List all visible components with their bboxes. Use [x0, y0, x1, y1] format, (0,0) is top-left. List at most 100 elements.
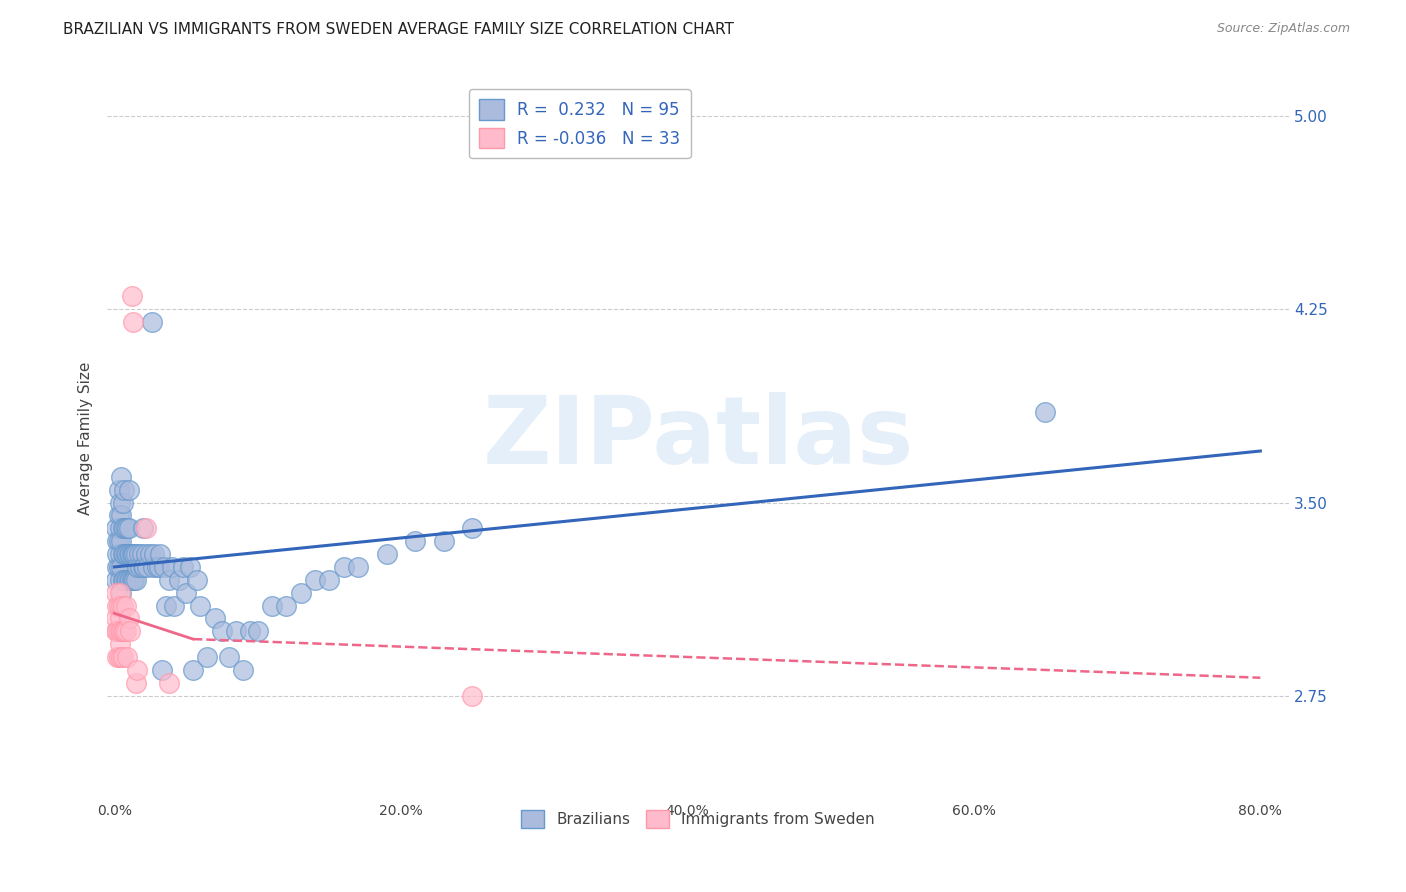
Point — [129, 560, 152, 574]
Point — [111, 599, 134, 613]
Point — [117, 521, 139, 535]
Point — [110, 560, 132, 574]
Point — [174, 585, 197, 599]
Point — [105, 560, 128, 574]
Point — [108, 611, 131, 625]
Point — [110, 624, 132, 639]
Point — [276, 599, 298, 613]
Point — [404, 534, 426, 549]
Point — [149, 547, 172, 561]
Point — [110, 624, 132, 639]
Point — [167, 573, 190, 587]
Point — [186, 573, 208, 587]
Point — [290, 585, 312, 599]
Point — [105, 624, 128, 639]
Point — [246, 624, 269, 639]
Point — [107, 560, 129, 574]
Point — [108, 637, 131, 651]
Point — [433, 534, 456, 549]
Point — [153, 560, 176, 574]
Point — [111, 650, 134, 665]
Point — [122, 315, 145, 329]
Point — [125, 573, 148, 587]
Point — [260, 599, 283, 613]
Point — [318, 573, 340, 587]
Point — [104, 521, 127, 535]
Point — [211, 624, 233, 639]
Point — [218, 650, 240, 665]
Point — [104, 624, 127, 639]
Point — [150, 663, 173, 677]
Point — [117, 573, 139, 587]
Point — [232, 663, 254, 677]
Point — [111, 521, 134, 535]
Point — [142, 560, 165, 574]
Point — [114, 573, 136, 587]
Point — [146, 560, 169, 574]
Point — [139, 547, 162, 561]
Point — [104, 585, 127, 599]
Point — [204, 611, 226, 625]
Point — [105, 599, 128, 613]
Point — [461, 689, 484, 703]
Point — [197, 650, 219, 665]
Point — [121, 573, 143, 587]
Point — [132, 560, 155, 574]
Point — [107, 599, 129, 613]
Point — [125, 676, 148, 690]
Point — [163, 599, 186, 613]
Point — [112, 624, 135, 639]
Point — [117, 547, 139, 561]
Point — [107, 624, 129, 639]
Point — [120, 624, 142, 639]
Point — [128, 547, 150, 561]
Point — [107, 650, 129, 665]
Point — [114, 624, 136, 639]
Point — [157, 676, 180, 690]
Point — [239, 624, 262, 639]
Point — [131, 547, 153, 561]
Point — [155, 599, 177, 613]
Point — [134, 560, 156, 574]
Point — [225, 624, 247, 639]
Point — [114, 521, 136, 535]
Point — [110, 599, 132, 613]
Point — [107, 534, 129, 549]
Point — [115, 573, 138, 587]
Point — [112, 573, 135, 587]
Point — [108, 585, 131, 599]
Y-axis label: Average Family Size: Average Family Size — [79, 361, 93, 515]
Point — [347, 560, 370, 574]
Point — [122, 547, 145, 561]
Point — [135, 547, 157, 561]
Point — [332, 560, 354, 574]
Point — [179, 560, 201, 574]
Point — [127, 560, 149, 574]
Point — [157, 573, 180, 587]
Point — [148, 560, 170, 574]
Point — [127, 663, 149, 677]
Point — [141, 315, 163, 329]
Point — [120, 573, 142, 587]
Point — [112, 547, 135, 561]
Point — [105, 547, 128, 561]
Point — [108, 547, 131, 561]
Point — [117, 611, 139, 625]
Point — [115, 547, 138, 561]
Point — [112, 521, 135, 535]
Point — [181, 663, 204, 677]
Point — [117, 483, 139, 497]
Point — [112, 624, 135, 639]
Point — [461, 521, 484, 535]
Point — [105, 650, 128, 665]
Point — [132, 521, 155, 535]
Point — [114, 599, 136, 613]
Point — [108, 521, 131, 535]
Point — [188, 599, 211, 613]
Point — [111, 573, 134, 587]
Point — [125, 547, 148, 561]
Point — [124, 547, 146, 561]
Point — [115, 650, 138, 665]
Text: Source: ZipAtlas.com: Source: ZipAtlas.com — [1216, 22, 1350, 36]
Point — [121, 547, 143, 561]
